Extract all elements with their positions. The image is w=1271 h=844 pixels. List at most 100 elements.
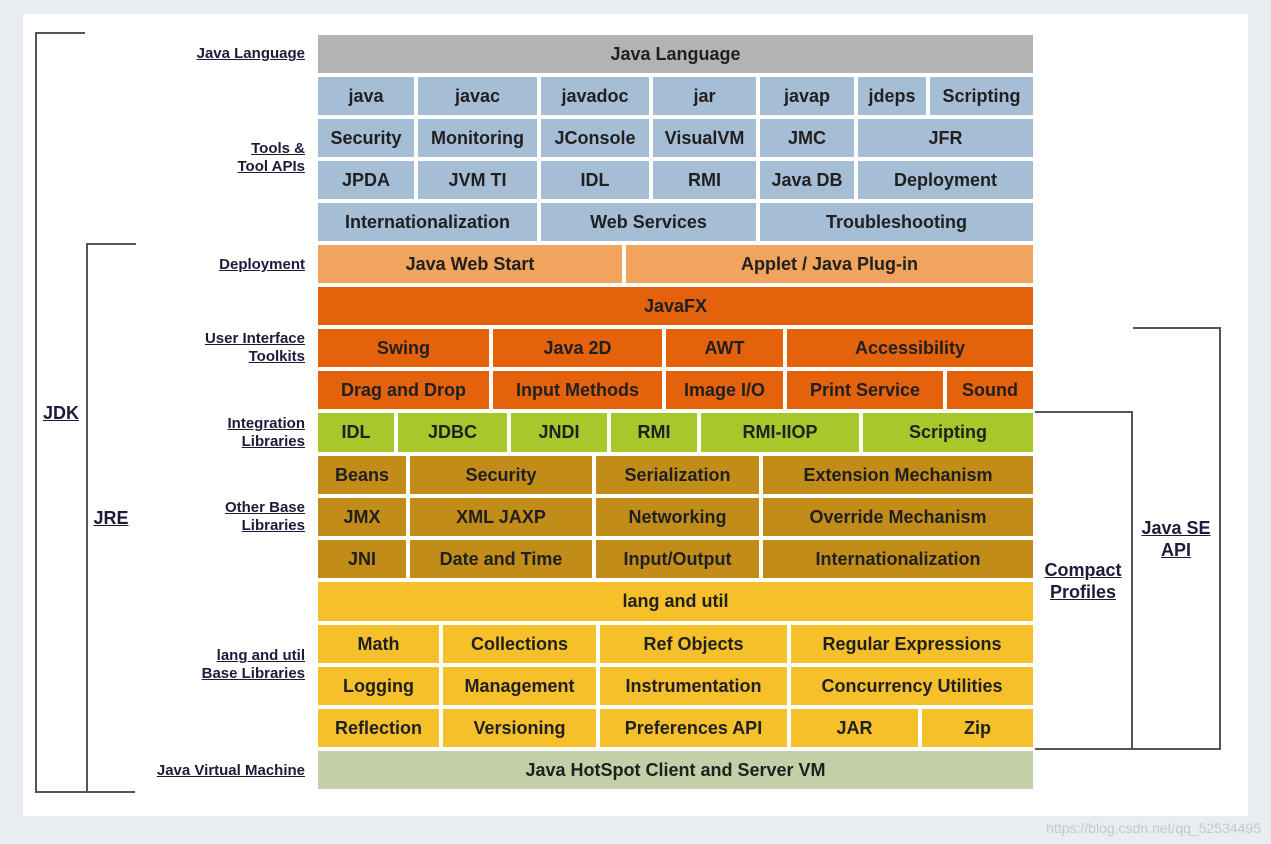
cell-logging: Logging — [316, 665, 441, 707]
cell-rmi-iiop: RMI-IIOP — [699, 411, 861, 454]
cell-lang-util: lang and util — [316, 580, 1035, 623]
cell-regular-expressions: Regular Expressions — [789, 623, 1035, 665]
cell-swing: Swing — [316, 327, 491, 369]
cell-security-tool: Security — [316, 117, 416, 159]
cell-deployment-tool: Deployment — [856, 159, 1035, 201]
label-integration-line1: Integration — [227, 415, 306, 432]
label-lang-line2: Base Libraries — [201, 665, 305, 682]
cell-java: java — [316, 75, 416, 117]
cell-rmi: RMI — [609, 411, 699, 454]
label-ui-line2: Toolkits — [248, 348, 305, 365]
java-se-api-label: Java SE API — [1135, 517, 1217, 561]
jre-bracket-vertical — [86, 243, 88, 793]
cell-serialization: Serialization — [594, 454, 761, 496]
cell-jar: JAR — [789, 707, 920, 749]
cell-awt: AWT — [664, 327, 785, 369]
cell-jfr: JFR — [856, 117, 1035, 159]
label-other-line1: Other Base — [224, 499, 305, 516]
cell-extension-mechanism: Extension Mechanism — [761, 454, 1035, 496]
cell-scripting-tool: Scripting — [928, 75, 1035, 117]
cell-java-web-start: Java Web Start — [316, 243, 624, 285]
cell-javap: javap — [758, 75, 856, 117]
javase-bracket-top — [1133, 327, 1221, 329]
cell-collections: Collections — [441, 623, 598, 665]
cell-jvmti: JVM TI — [416, 159, 539, 201]
cell-jconsole: JConsole — [539, 117, 651, 159]
cell-sound: Sound — [945, 369, 1035, 411]
cell-visualvm: VisualVM — [651, 117, 758, 159]
label-lang-util: lang and util Base Libraries — [202, 647, 305, 683]
label-lang-line1: lang and util — [216, 647, 305, 664]
cell-security: Security — [408, 454, 594, 496]
cell-drag-drop: Drag and Drop — [316, 369, 491, 411]
cell-java2d: Java 2D — [491, 327, 664, 369]
cell-zip: Zip — [920, 707, 1035, 749]
cell-idl-tool: IDL — [539, 159, 651, 201]
label-other-line2: Libraries — [241, 517, 305, 534]
jdk-bracket-bottom — [35, 791, 135, 793]
cell-print-service: Print Service — [785, 369, 945, 411]
cell-versioning: Versioning — [441, 707, 598, 749]
jre-bracket-top — [86, 243, 136, 245]
watermark: https://blog.csdn.net/qq_52534495 — [1046, 820, 1261, 836]
cell-accessibility: Accessibility — [785, 327, 1035, 369]
jdk-bracket-vertical — [35, 32, 37, 793]
cell-jmx: JMX — [316, 496, 408, 538]
cell-internationalization: Internationalization — [761, 538, 1035, 580]
cell-javadoc: javadoc — [539, 75, 651, 117]
cell-java-language: Java Language — [316, 33, 1035, 75]
compact-bracket-vertical — [1131, 411, 1133, 750]
cell-instrumentation: Instrumentation — [598, 665, 789, 707]
cell-internationalization-tool: Internationalization — [316, 201, 539, 243]
compact-line1: Compact — [1044, 560, 1122, 580]
javase-line1: Java SE — [1141, 518, 1211, 538]
label-jvm: Java Virtual Machine — [156, 762, 305, 779]
cell-jar: jar — [651, 75, 758, 117]
cell-troubleshooting: Troubleshooting — [758, 201, 1035, 243]
cell-web-services: Web Services — [539, 201, 758, 243]
jdk-bracket-top — [35, 32, 85, 34]
cell-jdbc: JDBC — [396, 411, 509, 454]
cell-image-io: Image I/O — [664, 369, 785, 411]
label-other-base: Other Base Libraries — [225, 499, 305, 535]
label-tools: Tools & Tool APIs — [238, 140, 306, 176]
compact-bracket-bottom — [1034, 748, 1133, 750]
javase-line2: API — [1160, 540, 1191, 560]
cell-ref-objects: Ref Objects — [598, 623, 789, 665]
cell-idl: IDL — [316, 411, 396, 454]
jdk-label: JDK — [42, 403, 79, 423]
cell-beans: Beans — [316, 454, 408, 496]
compact-bracket-top — [1034, 411, 1133, 413]
cell-math: Math — [316, 623, 441, 665]
cell-hotspot-vm: Java HotSpot Client and Server VM — [316, 749, 1035, 791]
compact-profiles-label: Compact Profiles — [1036, 559, 1130, 603]
cell-monitoring: Monitoring — [416, 117, 539, 159]
jre-label: JRE — [93, 508, 129, 528]
cell-jni: JNI — [316, 538, 408, 580]
label-ui-toolkits: User Interface Toolkits — [205, 330, 305, 366]
cell-scripting: Scripting — [861, 411, 1035, 454]
cell-jndi: JNDI — [509, 411, 609, 454]
cell-jpda: JPDA — [316, 159, 416, 201]
cell-reflection: Reflection — [316, 707, 441, 749]
cell-javafx: JavaFX — [316, 285, 1035, 327]
label-deployment: Deployment — [219, 256, 305, 273]
javase-bracket-vertical — [1219, 327, 1221, 750]
cell-xml-jaxp: XML JAXP — [408, 496, 594, 538]
cell-rmi-tool: RMI — [651, 159, 758, 201]
cell-jdeps: jdeps — [856, 75, 928, 117]
cell-management: Management — [441, 665, 598, 707]
cell-concurrency-utilities: Concurrency Utilities — [789, 665, 1035, 707]
cell-applet-plugin: Applet / Java Plug-in — [624, 243, 1035, 285]
cell-override-mechanism: Override Mechanism — [761, 496, 1035, 538]
cell-input-methods: Input Methods — [491, 369, 664, 411]
cell-date-time: Date and Time — [408, 538, 594, 580]
label-integration-line2: Libraries — [241, 433, 305, 450]
label-tools-line2: Tool APIs — [237, 158, 306, 175]
javase-bracket-bottom — [1133, 748, 1221, 750]
cell-javac: javac — [416, 75, 539, 117]
cell-jmc: JMC — [758, 117, 856, 159]
label-integration: Integration Libraries — [228, 415, 306, 451]
cell-input-output: Input/Output — [594, 538, 761, 580]
cell-preferences-api: Preferences API — [598, 707, 789, 749]
